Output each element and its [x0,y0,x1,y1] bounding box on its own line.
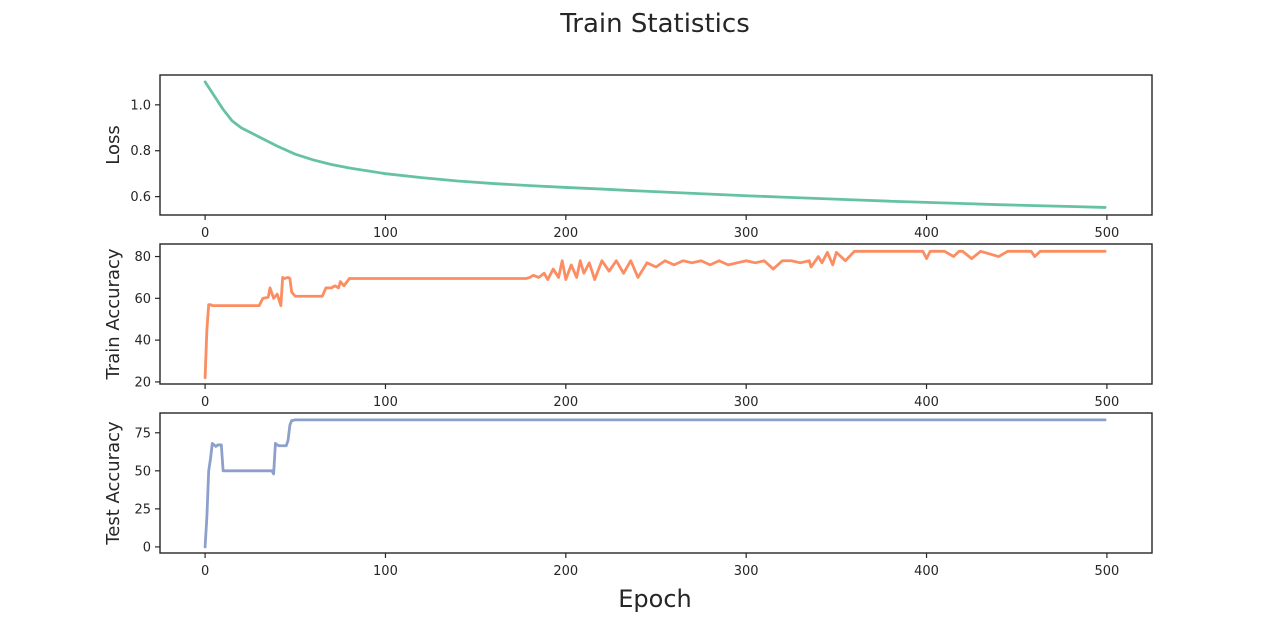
y-tick-label: 20 [134,375,151,390]
x-tick-label: 500 [1094,226,1119,241]
x-tick-label: 400 [914,395,939,410]
panel-2-y-axis-label: Train Accuracy [103,248,124,380]
x-tick-label: 100 [373,395,398,410]
x-tick-label: 500 [1094,564,1119,579]
y-tick-label: 60 [134,292,151,307]
x-axis-label: Epoch [618,585,692,613]
x-tick-label: 100 [373,564,398,579]
panel-3-frame [159,412,1153,554]
x-tick-label: 300 [734,226,759,241]
x-tick-label: 0 [201,226,209,241]
y-tick-label: 0.6 [130,190,151,205]
x-tick-label: 300 [734,395,759,410]
y-tick-label: 80 [134,250,151,265]
x-tick-label: 500 [1094,395,1119,410]
x-tick-label: 0 [201,564,209,579]
panel-1: 0 100 200 300 400 500 0.6 0.8 1.0 Loss [103,74,1153,241]
panel-3-y-axis-label: Test Accuracy [103,421,124,546]
chart-title: Train Statistics [559,9,750,39]
x-tick-label: 200 [553,395,578,410]
y-tick-label: 50 [134,464,151,479]
y-tick-label: 40 [134,334,151,349]
x-tick-label: 400 [914,226,939,241]
y-tick-label: 1.0 [130,98,151,113]
panel-3: 0 100 200 300 400 500 0 25 50 75 Test Accuracy [103,412,1153,579]
panel-1-series-line [203,80,1107,209]
x-tick-label: 400 [914,564,939,579]
x-tick-label: 300 [734,564,759,579]
panel-1-y-axis-label: Loss [103,125,124,164]
panel-2-frame [159,243,1153,385]
panel-1-frame [159,74,1153,216]
panel-3-series-line [203,418,1107,549]
y-tick-label: 0.8 [130,144,151,159]
y-tick-label: 75 [134,426,151,441]
y-tick-label: 0 [143,540,151,555]
panel-2-series-line [203,249,1107,380]
x-tick-label: 200 [553,564,578,579]
x-tick-label: 100 [373,226,398,241]
x-tick-label: 0 [201,395,209,410]
x-tick-label: 200 [553,226,578,241]
panel-2: 0 100 200 300 400 500 20 40 60 80 Train Accuracy [103,243,1153,410]
y-tick-label: 25 [134,502,151,517]
